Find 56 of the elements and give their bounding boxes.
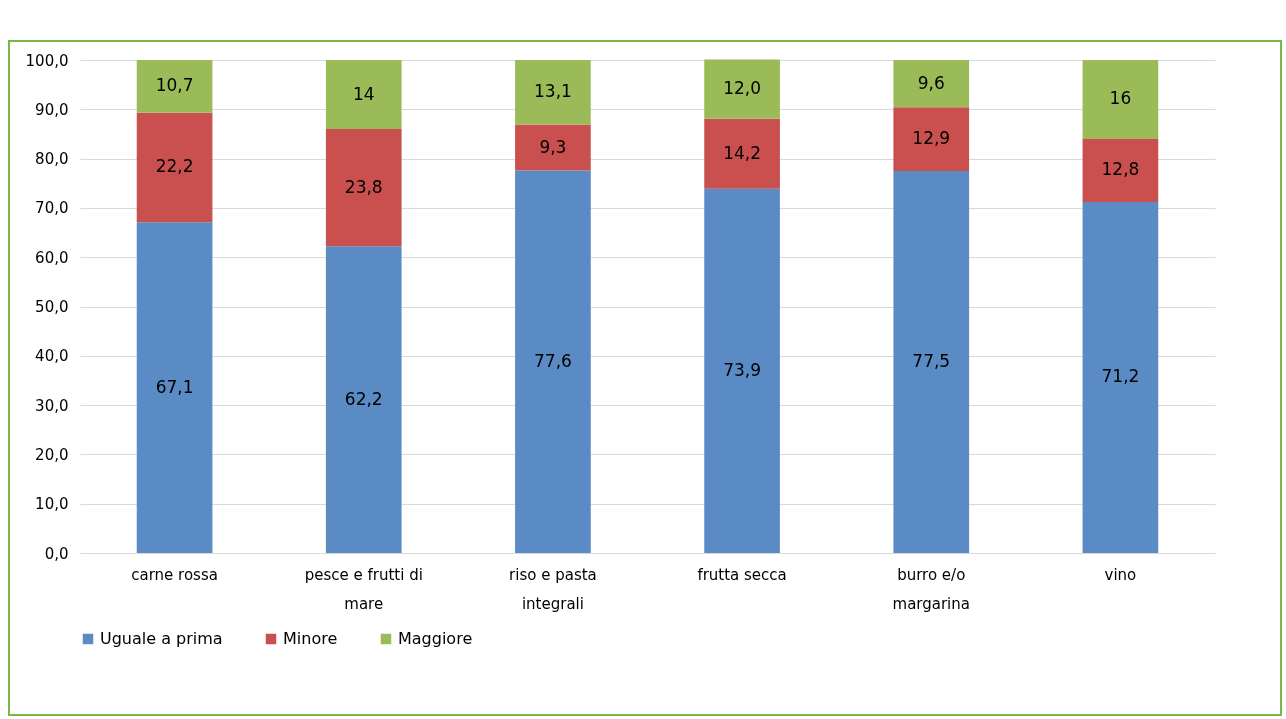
y-tick-label: 100,0 [25,51,69,70]
bar [704,118,780,189]
y-tick-label: 30,0 [35,396,69,415]
x-tick-label: pesce e frutti di mare [304,565,423,613]
data-label: 9,6 [917,72,945,93]
bar [136,222,213,553]
data-label: 12,9 [912,128,951,149]
y-tick-label: 20,0 [35,445,69,464]
legend-label: Maggiore [398,629,473,648]
data-label: 62,2 [344,388,383,409]
data-label: 71,2 [1101,366,1140,387]
bar [325,129,402,247]
y-tick-label: 60,0 [35,248,69,267]
bar [1082,138,1159,202]
data-label: 12,8 [1101,159,1140,180]
bar [325,246,402,553]
legend-label: Minore [283,629,338,648]
y-tick-label: 50,0 [35,298,69,316]
x-tick-label: frutta secca [697,565,787,584]
x-tick-label: vino [1104,565,1137,584]
bar [893,107,970,171]
x-tick-label: burro e/o margarina [892,565,970,613]
y-tick-label: 80,0 [35,150,69,169]
data-label: 13,1 [533,81,572,102]
data-label: 23,8 [344,176,383,197]
data-label: 14,2 [723,142,762,163]
data-label: 9,3 [539,136,567,157]
bar [893,60,970,108]
bar [515,170,591,553]
data-label: 16 [1109,88,1132,109]
bar [136,112,213,223]
bar [515,124,591,171]
y-tick-label: 90,0 [35,100,69,119]
data-label: 10,7 [155,75,194,96]
bar [136,60,213,113]
data-label: 67,1 [155,376,194,397]
y-tick-label: 70,0 [35,199,69,218]
bar [704,188,780,553]
legend-label: Uguale a prima [100,629,223,648]
bar [1082,201,1159,553]
y-tick-label: 40,0 [35,347,69,366]
data-label: 14 [352,83,375,104]
bar [1082,60,1159,139]
bar [893,170,970,553]
x-tick-label: carne rossa [131,565,218,584]
bar [704,59,780,119]
data-label: 77,6 [533,350,572,371]
data-label: 12,0 [723,78,762,99]
data-label: 77,5 [912,350,951,371]
y-tick-label: 10,0 [35,495,69,514]
y-tick-label: 0,0 [44,544,69,563]
data-label: 73,9 [723,359,762,380]
data-label: 22,2 [155,156,194,177]
x-tick-label: riso e pasta integrali [509,565,597,613]
bar [325,60,402,130]
bar [515,60,591,125]
